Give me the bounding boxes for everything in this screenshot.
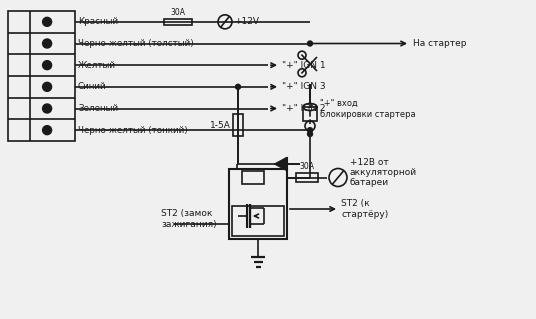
Text: Черно-желтый (тонкий): Черно-желтый (тонкий) xyxy=(78,126,188,135)
Text: 1-5А: 1-5А xyxy=(210,121,231,130)
Text: Красный: Красный xyxy=(78,17,118,26)
Text: "+" вход
блокировки стартера: "+" вход блокировки стартера xyxy=(320,99,415,119)
Bar xyxy=(242,171,264,184)
Circle shape xyxy=(42,17,51,26)
Text: Синий: Синий xyxy=(78,82,107,91)
Text: ST2 (замок
зажигания): ST2 (замок зажигания) xyxy=(161,209,217,229)
Circle shape xyxy=(42,39,51,48)
Circle shape xyxy=(308,41,312,46)
Circle shape xyxy=(42,126,51,135)
Circle shape xyxy=(42,82,51,91)
Circle shape xyxy=(308,128,312,133)
Text: +12V: +12V xyxy=(234,17,259,26)
Bar xyxy=(232,206,284,236)
Text: +12В от
аккуляторной
батареи: +12В от аккуляторной батареи xyxy=(350,158,417,187)
Text: Черно-желтый (толстый): Черно-желтый (толстый) xyxy=(78,39,193,48)
Bar xyxy=(229,169,287,239)
Bar xyxy=(8,11,75,141)
Bar xyxy=(296,173,318,182)
Text: ST2 (к
стартёру): ST2 (к стартёру) xyxy=(341,199,388,219)
Text: Зеленый: Зеленый xyxy=(78,104,118,113)
Text: Желтый: Желтый xyxy=(78,61,116,70)
Text: "+" IGN 2: "+" IGN 2 xyxy=(282,104,325,113)
Bar xyxy=(303,107,317,121)
Circle shape xyxy=(42,61,51,70)
Bar xyxy=(164,19,192,25)
Circle shape xyxy=(42,104,51,113)
Text: "+" IGN 1: "+" IGN 1 xyxy=(282,61,326,70)
Circle shape xyxy=(308,131,312,137)
Bar xyxy=(233,115,243,137)
Polygon shape xyxy=(274,157,287,171)
Text: 30А: 30А xyxy=(170,8,185,17)
Text: 30А: 30А xyxy=(300,162,315,171)
Text: На стартер: На стартер xyxy=(413,39,466,48)
Circle shape xyxy=(235,84,241,89)
Text: "+" IGN 3: "+" IGN 3 xyxy=(282,82,326,91)
